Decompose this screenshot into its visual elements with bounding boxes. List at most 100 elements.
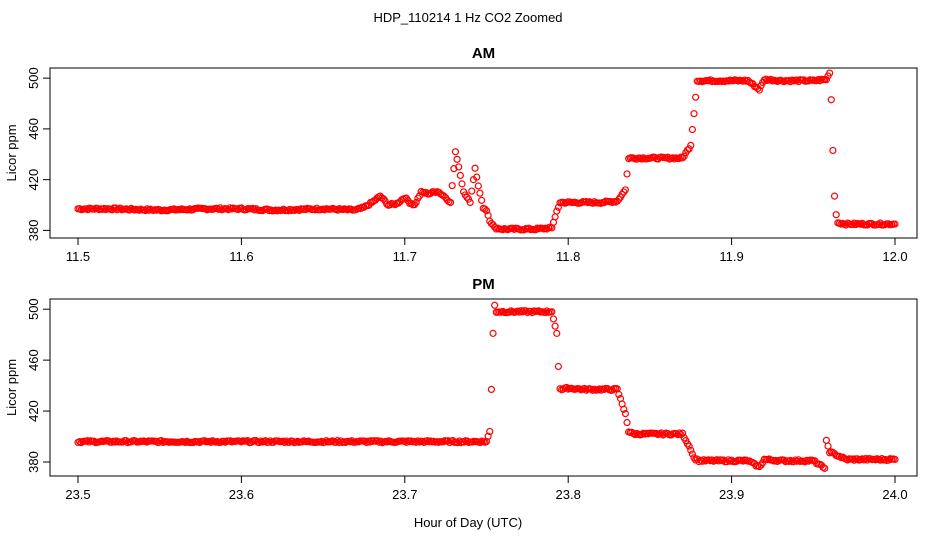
data-point [615,390,623,399]
data-point [255,438,263,447]
x-tick-label: 23.8 [556,487,581,502]
data-point [762,75,770,83]
data-point [482,207,491,215]
data-point [321,206,329,214]
data-point [476,189,484,197]
figure-xlabel: Hour of Day (UTC) [414,515,522,530]
data-point [623,418,631,427]
data-point [562,383,571,392]
data-point [714,457,723,465]
data-point [216,438,225,446]
data-point [861,455,870,463]
data-point [455,163,463,171]
data-point [522,307,530,315]
data-point [379,195,388,203]
data-point [884,456,893,464]
data-point [216,204,224,212]
data-point [446,198,455,207]
y-tick-label: 380 [26,451,41,473]
y-tick-label: 380 [26,220,41,242]
data-point [553,207,561,215]
data-point [473,173,481,181]
data-point [683,146,692,154]
data-point [680,152,688,160]
data-point [853,455,862,463]
data-point [824,442,832,450]
data-point [427,189,435,197]
data-point [786,78,795,86]
data-point [860,456,868,464]
data-point [111,204,120,212]
x-tick-label: 23.5 [65,487,90,502]
data-point [463,193,471,201]
data-point [891,455,899,464]
data-point [456,171,464,180]
x-tick-label: 11.8 [556,249,580,264]
data-point [685,145,693,153]
data-point [281,438,289,447]
data-point [801,458,809,466]
data-point [830,192,839,200]
data-point [487,385,495,394]
data-point [687,141,695,149]
data-point [541,308,549,317]
data-point [589,386,597,394]
data-point [486,427,494,436]
y-tick-label: 460 [26,349,41,371]
data-point [821,464,829,472]
data-point [471,164,479,172]
data-point [464,195,473,203]
data-point [791,456,799,464]
data-point [458,180,466,188]
data-point [242,206,250,214]
data-point [450,165,458,173]
data-point [580,384,589,393]
data-point [822,76,830,84]
data-point [543,307,551,315]
data-point [515,308,523,316]
series-points [74,69,899,234]
data-point [548,308,556,316]
data-point [590,198,598,206]
x-tick-label: 23.9 [719,487,744,502]
data-point [414,437,422,445]
data-point [157,437,165,445]
data-point [620,405,628,413]
data-point [549,315,558,323]
data-point [600,198,608,207]
x-tick-label: 23.6 [229,487,254,502]
x-tick-label: 24.0 [882,487,907,502]
data-point [664,153,672,161]
panel-title: PM [472,276,495,293]
plot-frame [49,298,918,477]
figure-title: HDP_110214 1 Hz CO2 Zoomed [373,10,562,25]
data-point [265,438,273,446]
y-tick-label: 420 [26,169,41,191]
data-point [453,155,461,163]
panel-am: AM Licor ppm 11.5 11.6 11.7 11.8 11.9 12.0 380 42… [4,45,918,264]
data-point [143,205,151,213]
data-point [200,437,209,445]
data-point [484,432,492,440]
data-point [528,309,536,317]
data-point [863,456,871,464]
data-point [554,203,563,211]
data-point [226,204,234,212]
data-point [708,456,716,464]
data-point [688,450,696,458]
data-point [474,182,482,190]
data-point [489,329,497,337]
data-point [816,77,824,85]
data-point [386,201,394,209]
data-point [739,77,747,85]
data-point [755,86,763,94]
data-point [183,437,191,445]
data-point [531,226,540,234]
y-axis-label: Licor ppm [4,124,19,181]
data-point [678,429,687,437]
x-tick-label: 11.7 [393,249,417,264]
y-tick-label: 460 [26,118,41,140]
data-point [412,198,420,206]
data-point [407,199,415,208]
